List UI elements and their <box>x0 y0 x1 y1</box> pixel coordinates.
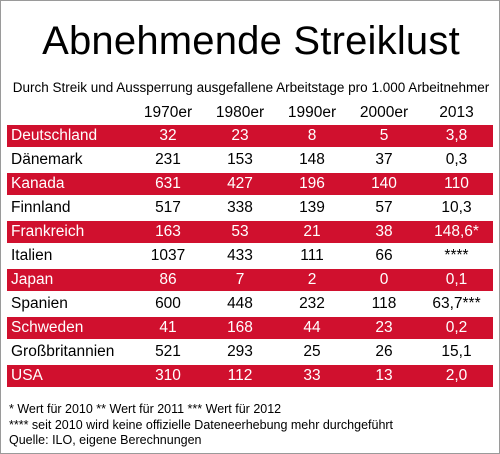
table-row: Japan 86 7 2 0 0,1 <box>7 269 493 291</box>
country-cell: Finnland <box>11 199 71 216</box>
value-cell: **** <box>444 247 469 264</box>
value-cell: 517 <box>155 199 181 216</box>
source-line: Quelle: ILO, eigene Berechnungen <box>9 433 202 447</box>
value-cell: 44 <box>276 317 348 339</box>
value-cell: 1037 <box>150 247 186 264</box>
country-cell: Deutschland <box>7 125 132 147</box>
value-cell: 139 <box>299 199 325 216</box>
value-cell: 232 <box>299 295 325 312</box>
value-cell: 231 <box>155 151 181 168</box>
value-cell: 26 <box>375 343 393 360</box>
value-cell: 118 <box>371 295 397 312</box>
value-cell: 163 <box>132 221 204 243</box>
table-row: Finnland 517 338 139 57 10,3 <box>7 197 493 219</box>
value-cell: 111 <box>300 247 324 264</box>
value-cell: 66 <box>375 247 393 264</box>
value-cell: 0,2 <box>420 317 493 339</box>
value-cell: 2,0 <box>420 365 493 387</box>
value-cell: 196 <box>276 173 348 195</box>
country-cell: Italien <box>11 247 53 264</box>
country-cell: Spanien <box>11 295 68 312</box>
value-cell: 112 <box>204 365 276 387</box>
value-cell: 86 <box>132 269 204 291</box>
value-cell: 631 <box>132 173 204 195</box>
value-cell: 41 <box>132 317 204 339</box>
value-cell: 13 <box>348 365 420 387</box>
value-cell: 0 <box>348 269 420 291</box>
value-cell: 32 <box>132 125 204 147</box>
value-cell: 38 <box>348 221 420 243</box>
column-header: 1970er <box>143 104 193 121</box>
value-cell: 63,7*** <box>432 295 481 312</box>
table-row: Spanien 600 448 232 118 63,7*** <box>7 293 493 315</box>
country-cell: Japan <box>7 269 132 291</box>
chart-subtitle: Durch Streik und Aussperrung ausgefallen… <box>12 80 490 95</box>
column-header: 2013 <box>439 104 474 121</box>
value-cell: 7 <box>204 269 276 291</box>
column-header: 1980er <box>215 104 265 121</box>
value-cell: 15,1 <box>441 343 472 360</box>
value-cell: 293 <box>227 343 253 360</box>
value-cell: 433 <box>227 247 253 264</box>
footnote-line: **** seit 2010 wird keine offizielle Dat… <box>9 417 394 432</box>
value-cell: 168 <box>204 317 276 339</box>
country-cell: Schweden <box>7 317 132 339</box>
value-cell: 33 <box>276 365 348 387</box>
value-cell: 427 <box>204 173 276 195</box>
country-cell: Kanada <box>7 173 132 195</box>
country-cell: USA <box>7 365 132 387</box>
footnote-line: * Wert für 2010 ** Wert für 2011 *** Wer… <box>9 402 282 416</box>
country-cell: Dänemark <box>11 151 83 168</box>
country-cell: Frankreich <box>7 221 132 243</box>
column-header: 1990er <box>287 104 337 121</box>
value-cell: 23 <box>204 125 276 147</box>
value-cell: 448 <box>227 295 253 312</box>
value-cell: 338 <box>227 199 253 216</box>
value-cell: 148,6* <box>420 221 493 243</box>
value-cell: 0,1 <box>420 269 493 291</box>
value-cell: 600 <box>155 295 181 312</box>
value-cell: 310 <box>132 365 204 387</box>
value-cell: 10,3 <box>441 199 472 216</box>
value-cell: 23 <box>348 317 420 339</box>
table-row: USA 310 112 33 13 2,0 <box>7 365 493 387</box>
value-cell: 25 <box>303 343 321 360</box>
value-cell: 153 <box>227 151 253 168</box>
value-cell: 57 <box>375 199 393 216</box>
footnotes: * Wert für 2010 ** Wert für 2011 *** Wer… <box>9 402 493 449</box>
value-cell: 3,8 <box>420 125 493 147</box>
country-cell: Großbritannien <box>11 343 115 360</box>
value-cell: 2 <box>276 269 348 291</box>
table-row: Dänemark 231 153 148 37 0,3 <box>7 149 493 171</box>
value-cell: 140 <box>348 173 420 195</box>
value-cell: 110 <box>420 173 493 195</box>
table-row: Italien 1037 433 111 66 **** <box>7 245 493 267</box>
value-cell: 148 <box>299 151 325 168</box>
value-cell: 5 <box>348 125 420 147</box>
value-cell: 8 <box>276 125 348 147</box>
value-cell: 37 <box>375 151 393 168</box>
table-row: Deutschland 32 23 8 5 3,8 <box>7 125 493 147</box>
value-cell: 53 <box>204 221 276 243</box>
table-row: Frankreich 163 53 21 38 148,6* <box>7 221 493 243</box>
column-header <box>7 103 132 123</box>
value-cell: 21 <box>276 221 348 243</box>
column-header: 2000er <box>359 104 409 121</box>
table-row: Kanada 631 427 196 140 110 <box>7 173 493 195</box>
strike-days-table: 1970er 1980er 1990er 2000er 2013 Deutsch… <box>7 101 493 389</box>
value-cell: 521 <box>155 343 181 360</box>
value-cell: 0,3 <box>445 151 468 168</box>
table-row: Großbritannien 521 293 25 26 15,1 <box>7 341 493 363</box>
table-header-row: 1970er 1980er 1990er 2000er 2013 <box>7 103 493 123</box>
table-row: Schweden 41 168 44 23 0,2 <box>7 317 493 339</box>
chart-title: Abnehmende Streiklust <box>42 19 460 63</box>
